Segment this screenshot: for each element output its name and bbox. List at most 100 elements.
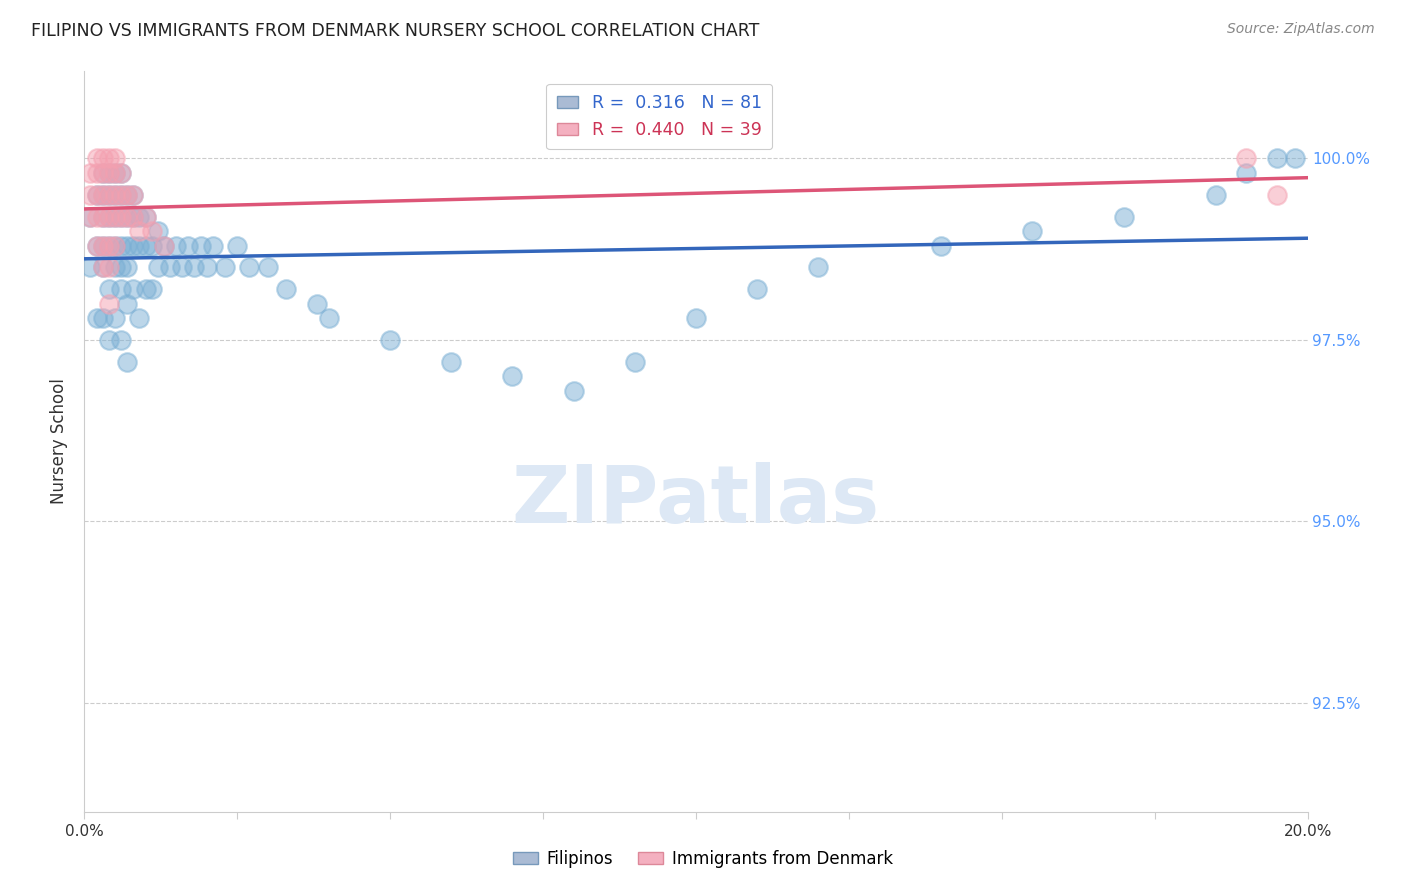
Point bbox=[110, 333, 132, 347]
Point bbox=[97, 333, 120, 347]
Point bbox=[183, 260, 205, 275]
Point bbox=[115, 187, 138, 202]
Y-axis label: Nursery School: Nursery School bbox=[51, 378, 69, 505]
Text: Source: ZipAtlas.com: Source: ZipAtlas.com bbox=[1227, 22, 1375, 37]
Point bbox=[1205, 187, 1227, 202]
Point bbox=[110, 238, 132, 252]
Point bbox=[122, 210, 145, 224]
Point bbox=[86, 152, 108, 166]
Point bbox=[1265, 187, 1288, 202]
Point bbox=[86, 238, 108, 252]
Point bbox=[440, 354, 463, 368]
Point bbox=[276, 282, 298, 296]
Point bbox=[318, 311, 340, 326]
Point bbox=[165, 238, 187, 252]
Point bbox=[115, 260, 138, 275]
Point bbox=[562, 384, 585, 398]
Point bbox=[135, 282, 157, 296]
Point bbox=[91, 166, 114, 180]
Point bbox=[110, 187, 132, 202]
Point bbox=[97, 187, 120, 202]
Point bbox=[86, 238, 108, 252]
Point bbox=[115, 354, 138, 368]
Point bbox=[104, 311, 127, 326]
Point bbox=[91, 311, 114, 326]
Point bbox=[97, 296, 120, 310]
Point bbox=[104, 152, 127, 166]
Point bbox=[110, 166, 132, 180]
Point bbox=[115, 238, 138, 252]
Text: ZIPatlas: ZIPatlas bbox=[512, 462, 880, 540]
Point bbox=[79, 210, 101, 224]
Point bbox=[86, 187, 108, 202]
Point bbox=[97, 187, 120, 202]
Point bbox=[122, 282, 145, 296]
Point bbox=[685, 311, 707, 326]
Point bbox=[79, 260, 101, 275]
Point bbox=[91, 260, 114, 275]
Legend: R =  0.316   N = 81, R =  0.440   N = 39: R = 0.316 N = 81, R = 0.440 N = 39 bbox=[547, 84, 772, 149]
Point bbox=[1114, 210, 1136, 224]
Point bbox=[91, 187, 114, 202]
Point bbox=[807, 260, 830, 275]
Point bbox=[86, 311, 108, 326]
Point bbox=[122, 187, 145, 202]
Point bbox=[104, 187, 127, 202]
Point bbox=[1236, 166, 1258, 180]
Point bbox=[91, 238, 114, 252]
Point bbox=[110, 260, 132, 275]
Point bbox=[91, 238, 114, 252]
Point bbox=[159, 260, 181, 275]
Point bbox=[115, 187, 138, 202]
Point bbox=[104, 166, 127, 180]
Point bbox=[135, 210, 157, 224]
Point bbox=[172, 260, 194, 275]
Point bbox=[190, 238, 212, 252]
Point bbox=[86, 187, 108, 202]
Point bbox=[128, 224, 150, 238]
Point bbox=[502, 369, 524, 384]
Point bbox=[128, 210, 150, 224]
Point bbox=[624, 354, 647, 368]
Point bbox=[122, 187, 145, 202]
Point bbox=[177, 238, 200, 252]
Point bbox=[79, 187, 101, 202]
Point bbox=[214, 260, 236, 275]
Text: FILIPINO VS IMMIGRANTS FROM DENMARK NURSERY SCHOOL CORRELATION CHART: FILIPINO VS IMMIGRANTS FROM DENMARK NURS… bbox=[31, 22, 759, 40]
Legend: Filipinos, Immigrants from Denmark: Filipinos, Immigrants from Denmark bbox=[506, 844, 900, 875]
Point bbox=[257, 260, 280, 275]
Point bbox=[380, 333, 402, 347]
Point bbox=[153, 238, 176, 252]
Point bbox=[141, 282, 163, 296]
Point bbox=[86, 166, 108, 180]
Point bbox=[141, 224, 163, 238]
Point bbox=[201, 238, 224, 252]
Point bbox=[91, 152, 114, 166]
Point bbox=[1021, 224, 1043, 238]
Point bbox=[97, 166, 120, 180]
Point bbox=[110, 210, 132, 224]
Point bbox=[110, 166, 132, 180]
Point bbox=[128, 311, 150, 326]
Point bbox=[97, 238, 120, 252]
Point bbox=[110, 187, 132, 202]
Point bbox=[115, 210, 138, 224]
Point bbox=[1236, 152, 1258, 166]
Point bbox=[115, 296, 138, 310]
Point bbox=[929, 238, 952, 252]
Point bbox=[1284, 152, 1306, 166]
Point bbox=[104, 166, 127, 180]
Point bbox=[97, 260, 120, 275]
Point bbox=[104, 238, 127, 252]
Point bbox=[104, 187, 127, 202]
Point bbox=[97, 210, 120, 224]
Point bbox=[104, 210, 127, 224]
Point bbox=[305, 296, 328, 310]
Point bbox=[122, 210, 145, 224]
Point bbox=[128, 238, 150, 252]
Point bbox=[91, 166, 114, 180]
Point bbox=[104, 210, 127, 224]
Point bbox=[135, 238, 157, 252]
Point bbox=[226, 238, 249, 252]
Point bbox=[135, 210, 157, 224]
